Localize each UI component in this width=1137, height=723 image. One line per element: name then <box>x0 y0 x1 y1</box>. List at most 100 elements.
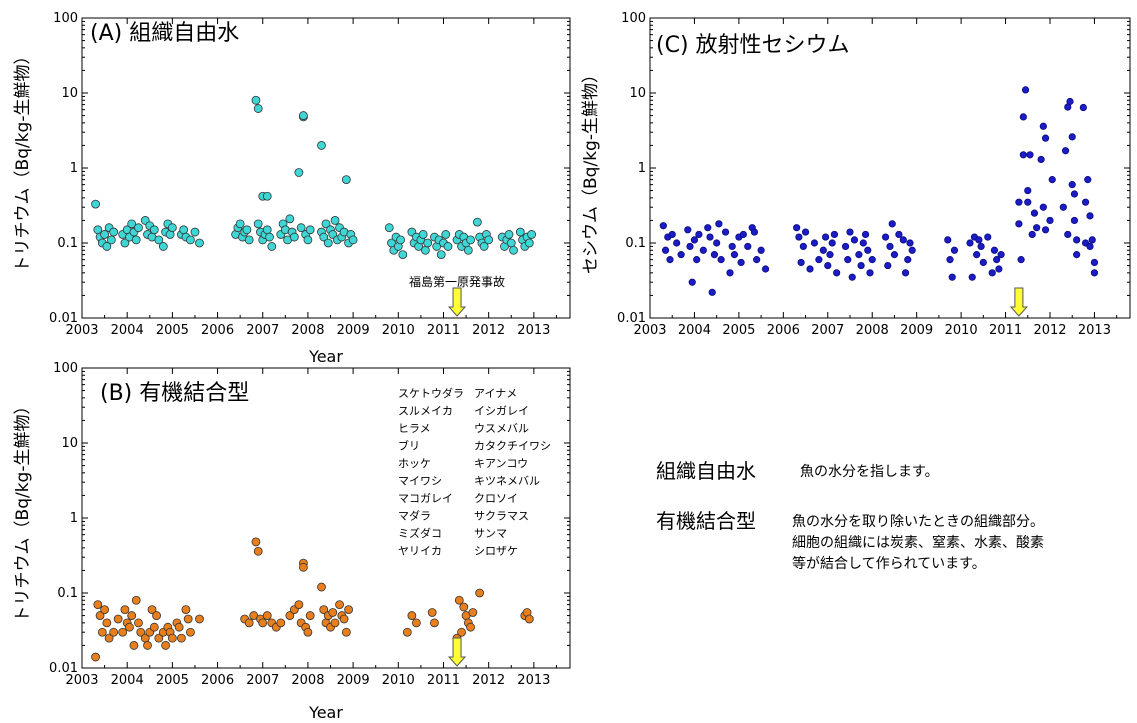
y-axis-label: トリチウム（Bq/kg-生鮮物） <box>13 398 33 623</box>
data-point <box>249 611 259 620</box>
species-label: マイワシ <box>398 475 442 488</box>
data-point <box>844 256 852 264</box>
x-tick-label: 2005 <box>722 323 755 338</box>
species-label: スルメイカ <box>398 405 453 418</box>
species-label: スケトウダラ <box>398 386 464 400</box>
data-point <box>341 175 351 185</box>
data-point <box>795 233 803 241</box>
data-point <box>167 633 177 643</box>
x-tick-label: 2004 <box>111 673 144 688</box>
x-tick-label: 2006 <box>201 323 234 338</box>
data-point <box>695 230 703 239</box>
data-point <box>864 246 872 254</box>
species-label: ホッケ <box>398 457 431 470</box>
data-point <box>134 618 143 628</box>
data-point <box>102 242 112 251</box>
data-point <box>1015 220 1023 228</box>
species-label: イシガレイ <box>474 405 529 418</box>
data-point <box>183 614 193 624</box>
data-point <box>901 269 910 277</box>
data-point <box>904 256 912 264</box>
data-point <box>973 251 981 259</box>
data-point <box>506 238 516 248</box>
data-point <box>1086 212 1094 220</box>
data-point <box>799 242 807 251</box>
data-point <box>294 168 304 177</box>
data-point <box>294 600 304 610</box>
data-point <box>1088 236 1096 244</box>
y-tick-label: 0.01 <box>49 311 78 326</box>
data-point <box>824 261 832 270</box>
species-label: マコガレイ <box>398 492 453 505</box>
data-point <box>666 256 674 264</box>
y-tick-label: 0.01 <box>617 311 646 326</box>
data-point <box>515 227 525 237</box>
data-point <box>118 627 128 637</box>
data-point <box>1039 122 1047 130</box>
data-point <box>129 641 139 650</box>
species-label: ウスメバル <box>474 422 529 435</box>
data-point <box>857 261 865 270</box>
data-point <box>1028 230 1036 239</box>
x-tick-label: 2008 <box>291 323 324 338</box>
x-tick-label: 2008 <box>291 673 324 688</box>
data-point <box>475 588 485 598</box>
data-point <box>265 232 274 242</box>
data-point <box>726 269 734 277</box>
panel-title: (A) 組織自由水 <box>90 21 239 46</box>
x-tick-label: 2012 <box>472 323 505 338</box>
data-point <box>846 228 854 236</box>
data-point <box>859 239 867 247</box>
data-point <box>299 111 308 120</box>
data-point <box>149 622 159 632</box>
data-point <box>262 191 272 201</box>
data-point <box>841 242 850 251</box>
data-point <box>407 611 417 620</box>
data-point <box>335 600 344 610</box>
data-point <box>737 258 745 267</box>
data-point <box>1021 86 1030 94</box>
data-point <box>810 239 819 247</box>
data-point <box>396 235 405 245</box>
data-point <box>398 250 408 260</box>
data-point <box>127 219 137 229</box>
data-point <box>466 622 475 632</box>
species-label: キアンコウ <box>474 457 528 470</box>
x-tick-label: 2009 <box>337 323 370 338</box>
data-point <box>104 633 114 643</box>
data-point <box>504 230 514 239</box>
data-point <box>855 251 863 259</box>
data-point <box>801 228 810 236</box>
definition-desc-free-water: 魚の水分を指します。 <box>800 464 939 480</box>
data-point <box>830 230 839 239</box>
data-point <box>1046 216 1054 225</box>
data-point <box>948 273 956 281</box>
species-label: アイナメ <box>474 387 517 400</box>
x-axis-label: Year <box>308 703 343 722</box>
data-point <box>253 104 263 113</box>
y-tick-label: 0.1 <box>625 236 646 251</box>
species-label: シロザケ <box>474 545 518 558</box>
data-point <box>158 242 168 251</box>
data-point <box>95 611 105 620</box>
definition-desc-organic-line-2: 細胞の組織には炭素、窒素、水素、酸素 <box>792 534 1044 551</box>
data-point <box>149 225 159 235</box>
data-point <box>815 256 823 264</box>
data-point <box>479 242 489 251</box>
x-tick-label: 2013 <box>517 323 550 338</box>
data-point <box>102 618 112 628</box>
data-point <box>131 595 141 605</box>
accident-annotation: 福島第一原発事故 <box>409 274 505 289</box>
data-point <box>868 256 876 264</box>
data-point <box>402 627 412 637</box>
panel-b-chart: 0.01 0.1 1 10 100 2003 2004 2005 2006 2007 2008 200… <box>13 361 571 722</box>
data-point <box>186 627 195 637</box>
x-tick-label: 2005 <box>156 323 189 338</box>
data-point <box>730 251 739 259</box>
data-point <box>699 246 707 254</box>
data-point <box>659 222 667 230</box>
data-point <box>1019 113 1027 121</box>
y-tick-label: 1 <box>638 161 646 176</box>
panel-title: (B) 有機結合型 <box>100 381 249 406</box>
